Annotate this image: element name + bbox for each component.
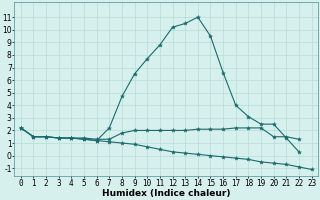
X-axis label: Humidex (Indice chaleur): Humidex (Indice chaleur) xyxy=(102,189,230,198)
